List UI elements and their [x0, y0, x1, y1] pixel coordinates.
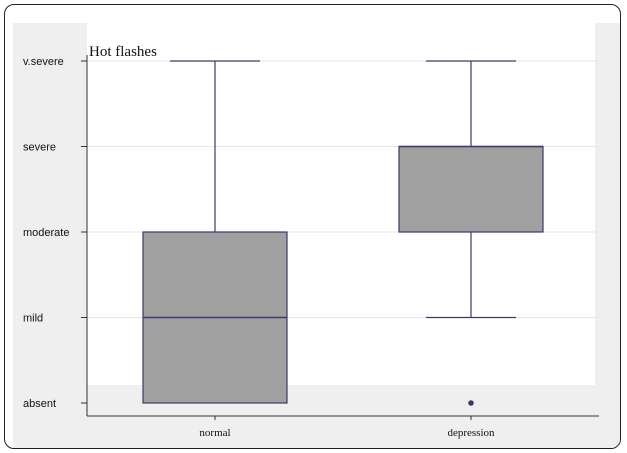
box-plot-chart: absent mild moderate severe v.severe normal d… [13, 23, 620, 448]
outlier-point [468, 400, 474, 406]
y-tick-label: v.severe [23, 56, 64, 68]
y-tick-label: mild [23, 313, 43, 325]
chart-frame: absent mild moderate severe v.severe normal d… [4, 4, 621, 449]
y-axis: absent mild moderate severe v.severe [23, 55, 88, 416]
x-tick-label: depression [447, 427, 495, 439]
y-tick-label: severe [23, 142, 56, 154]
y-tick-label: absent [23, 398, 56, 410]
box-depression [398, 145, 544, 233]
x-axis: normal depression [87, 415, 599, 439]
chart-title: Hot flashes [89, 44, 157, 60]
y-tick-label: moderate [23, 227, 69, 239]
x-tick-label: normal [199, 427, 230, 439]
boxes [142, 60, 544, 406]
